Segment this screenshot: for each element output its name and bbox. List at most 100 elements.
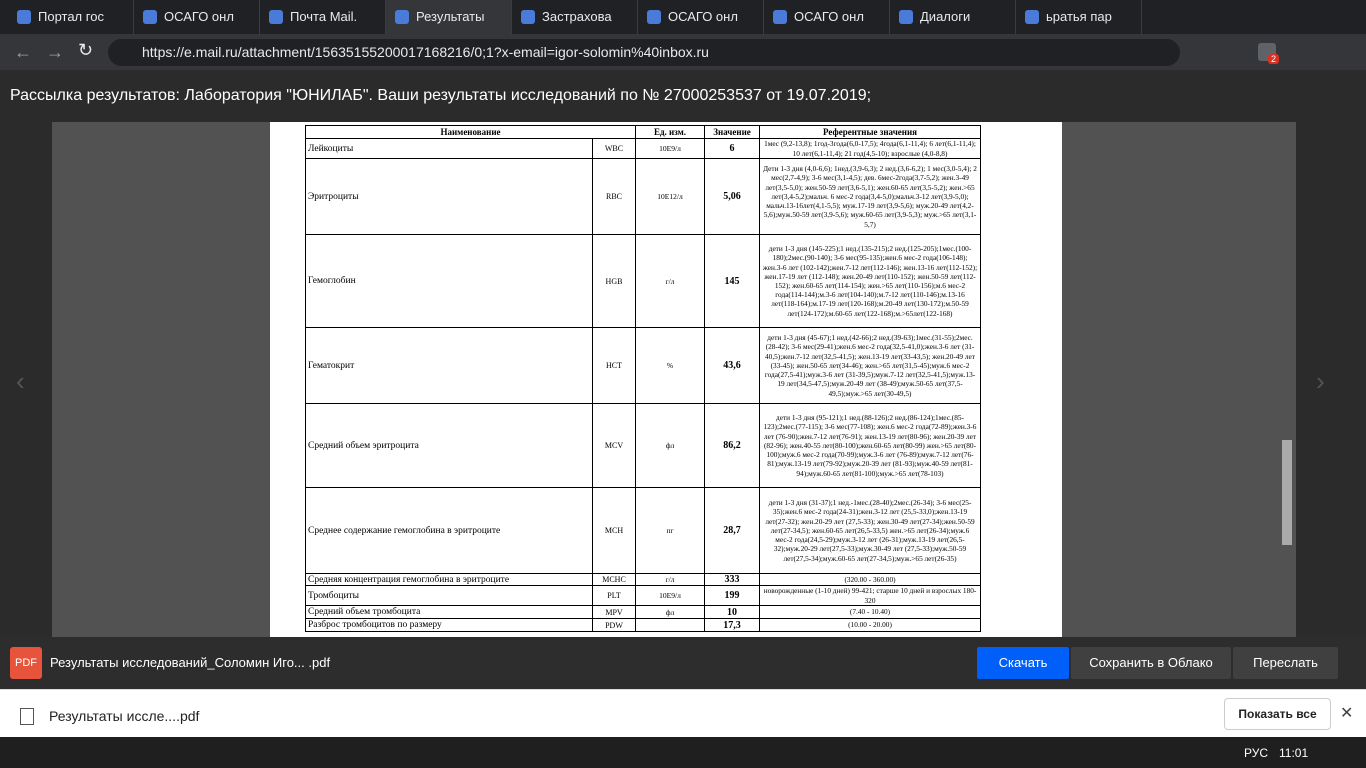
address-bar[interactable]: https://e.mail.ru/attachment/15635155200… [108,39,1180,66]
reference: дети 1-3 дня (145-225);1 нед.(135-215);2… [759,234,981,328]
tab-title: Диалоги [920,9,971,24]
forward[interactable]: → [46,42,64,62]
result-row: Эритроциты RBC 10E12/л 5,06 Дети 1-3 дня (4,… [305,158,981,235]
result-row: Средний объем тромбоцита MPV фл 10 (7.40 - 1… [305,605,981,619]
result-row: Гемоглобин HGB г/л 145 дети 1-3 дня (145-225… [305,234,981,328]
tab[interactable]: ОСАГО онл [638,0,764,34]
code: MCHC [592,573,636,586]
value: 6 [704,138,760,159]
pdf-viewer: Наименование Ед. изм. Значение Референтные … [52,122,1296,637]
value: 28,7 [704,487,760,574]
tab-title: ОСАГО онл [794,9,864,24]
value: 43,6 [704,327,760,404]
value: 17,3 [704,618,760,632]
result-row: Тромбоциты PLT 10E9/л 199 новорожденные (1-1… [305,585,981,606]
code: HGB [592,234,636,328]
tab-title: Портал гос [38,9,104,24]
unit [635,618,705,632]
download-shelf: Результаты иссле....pdf Показать все ✕ [0,689,1366,738]
download-item[interactable]: Результаты иссле....pdf [49,708,200,724]
test-name: Лейкоциты [305,138,593,159]
header-cell: Ед. изм. [635,125,705,139]
tab[interactable]: ОСАГО онл [134,0,260,34]
unit: 10E9/л [635,585,705,606]
value: 199 [704,585,760,606]
tab-icon [1025,10,1039,24]
unit: фл [635,605,705,619]
unit: пг [635,487,705,574]
test-name: Средняя концентрация гемоглобина в эритр… [305,573,593,586]
file-name: Результаты исследований_Соломин Иго... .… [50,655,331,670]
value: 86,2 [704,403,760,488]
show-all[interactable]: Показать все [1224,698,1331,730]
tab-icon [773,10,787,24]
tab[interactable]: Портал гос [8,0,134,34]
code: PDW [592,618,636,632]
download-button[interactable]: Скачать [977,647,1069,679]
tab[interactable]: Почта Mail. [260,0,386,34]
tab-title: Застрахова [542,9,612,24]
reference: (320.00 - 360.00) [759,573,981,586]
tab-title: Результаты [416,9,485,24]
unit: 10E12/л [635,158,705,235]
tab-title: ОСАГО онл [164,9,234,24]
back[interactable]: ← [14,42,32,62]
value: 10 [704,605,760,619]
test-name: Гематокрит [305,327,593,404]
tab[interactable]: ОСАГО онл [764,0,890,34]
unit: г/л [635,234,705,328]
reference: дети 1-3 дня (45-67);1 нед.(42-66);2 нед… [759,327,981,404]
clock[interactable]: 11:01 [1279,746,1309,760]
reload[interactable]: ↻ [78,40,94,60]
tab-strip: Портал гос ОСАГО онл Почта Mail. Результаты… [0,0,1366,34]
tab-title: ОСАГО онл [668,9,738,24]
unit: г/л [635,573,705,586]
test-name: Эритроциты [305,158,593,235]
result-row: Разброс тромбоцитов по размеру PDW 17,3 (10… [305,618,981,632]
code: RBC [592,158,636,235]
test-name: Тромбоциты [305,585,593,606]
code: MCH [592,487,636,574]
forward-button[interactable]: Переслать [1233,647,1338,679]
unit: 10E9/л [635,138,705,159]
scrollbar[interactable] [1282,440,1292,545]
tab[interactable]: Застрахова [512,0,638,34]
tab-icon [395,10,409,24]
reference: (7.40 - 10.40) [759,605,981,619]
tab-icon [143,10,157,24]
unit: фл [635,403,705,488]
reference: Дети 1-3 дня (4,0-6,6); 1нед.(3,9-6,3); … [759,158,981,235]
save-cloud-button[interactable]: Сохранить в Облако [1071,647,1231,679]
prev-arrow[interactable]: ‹ [16,366,25,396]
result-row: Средняя концентрация гемоглобина в эритр… [305,573,981,586]
header-cell: Наименование [305,125,636,139]
tab-icon [17,10,31,24]
badge: 2 [1268,54,1280,64]
header-cell: Значение [704,125,760,139]
tab-icon [899,10,913,24]
reference: 1мес (9,2-13,8); 1год-3года(6,0-17,5); 4… [759,138,981,159]
email-subject: Рассылка результатов: Лаборатория "ЮНИЛА… [0,70,1366,122]
test-name: Гемоглобин [305,234,593,328]
tab-icon [269,10,283,24]
reference: новорожденные (1-10 дней) 99-421; старше… [759,585,981,606]
tab[interactable]: Диалоги [890,0,1016,34]
close-shelf[interactable]: ✕ [1340,705,1354,722]
test-name: Разброс тромбоцитов по размеру [305,618,593,632]
header-cell: Референтные значения [759,125,981,139]
taskbar: РУС 11:01 [0,737,1366,768]
tab[interactable]: ьратья пар [1016,0,1142,34]
result-row: Среднее содержание гемоглобина в эритроц… [305,487,981,574]
tab[interactable]: Результаты [386,0,512,34]
value: 5,06 [704,158,760,235]
pdf-icon: PDF [10,647,42,679]
pdf-page: Наименование Ед. изм. Значение Референтные … [270,122,1062,637]
tab-title: ьратья пар [1046,9,1112,24]
reference: (10.00 - 20.00) [759,618,981,632]
code: MPV [592,605,636,619]
language[interactable]: РУС [1244,746,1269,760]
code: WBC [592,138,636,159]
reference: дети 1-3 дня (95-121);1 нед.(88-126);2 н… [759,403,981,488]
next-arrow[interactable]: › [1316,366,1325,396]
